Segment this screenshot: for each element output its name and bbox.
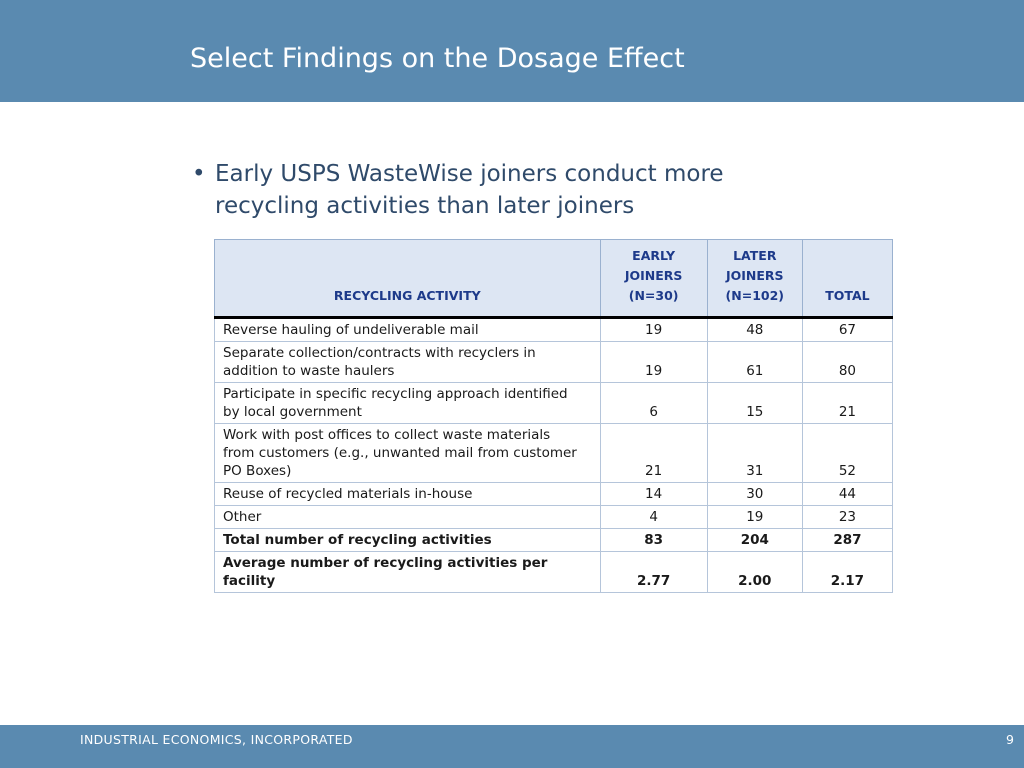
activity-line: from customers (e.g., unwanted mail from… bbox=[223, 445, 577, 461]
footer-bar bbox=[0, 725, 1024, 768]
activity-line: by local government bbox=[223, 404, 362, 420]
cell-early-joiners: 19 bbox=[599, 341, 708, 383]
activity-line: PO Boxes) bbox=[223, 463, 292, 479]
cell-later-joiners: 15 bbox=[706, 382, 803, 424]
cell-activity: Reuse of recycled materials in-house bbox=[214, 482, 601, 506]
table-body: Reverse hauling of undeliverable mail 19 4… bbox=[214, 317, 894, 593]
cell-total: 287 bbox=[801, 528, 894, 552]
cell-total: 52 bbox=[801, 423, 894, 483]
cell-total: 67 bbox=[801, 317, 894, 342]
cell-early-joiners: 2.77 bbox=[599, 551, 708, 593]
table-row: Total number of recycling activities 83 20… bbox=[214, 528, 894, 552]
cell-activity: Separate collection/contracts with recyc… bbox=[214, 341, 601, 383]
header-later-joiners: LATER JOINERS (N=102) bbox=[706, 239, 803, 319]
cell-early-joiners: 83 bbox=[599, 528, 708, 552]
table-row: Work with post offices to collect waste … bbox=[214, 423, 894, 483]
header-line: (N=102) bbox=[725, 288, 785, 303]
activity-line: Total number of recycling activities bbox=[223, 532, 492, 548]
activity-line: Separate collection/contracts with recyc… bbox=[223, 345, 536, 361]
bullet-point: • Early USPS WasteWise joiners conduct m… bbox=[192, 158, 832, 222]
header-bar bbox=[0, 0, 1024, 102]
cell-later-joiners: 48 bbox=[706, 317, 803, 342]
header-recycling-activity: RECYCLING ACTIVITY bbox=[214, 239, 601, 319]
cell-activity: Participate in specific recycling approa… bbox=[214, 382, 601, 424]
activity-line: addition to waste haulers bbox=[223, 363, 395, 379]
bullet-icon: • bbox=[192, 161, 206, 187]
cell-early-joiners: 21 bbox=[599, 423, 708, 483]
cell-early-joiners: 4 bbox=[599, 505, 708, 529]
footer-company: INDUSTRIAL ECONOMICS, INCORPORATED bbox=[80, 732, 353, 747]
cell-later-joiners: 2.00 bbox=[706, 551, 803, 593]
cell-later-joiners: 31 bbox=[706, 423, 803, 483]
activity-line: Average number of recycling activities p… bbox=[223, 555, 548, 589]
cell-early-joiners: 6 bbox=[599, 382, 708, 424]
activity-line: Other bbox=[223, 509, 262, 525]
page-number: 9 bbox=[1006, 732, 1014, 747]
slide-title: Select Findings on the Dosage Effect bbox=[190, 43, 685, 74]
cell-total: 23 bbox=[801, 505, 894, 529]
cell-total: 44 bbox=[801, 482, 894, 506]
activity-line: Reverse hauling of undeliverable mail bbox=[223, 322, 479, 338]
header-total: TOTAL bbox=[801, 239, 894, 319]
recycling-activities-table: RECYCLING ACTIVITY EARLY JOINERS (N=30) … bbox=[214, 239, 894, 593]
table-row: Other 4 19 23 bbox=[214, 505, 894, 529]
cell-activity: Reverse hauling of undeliverable mail bbox=[214, 317, 601, 342]
header-label: TOTAL bbox=[825, 288, 870, 303]
table-row: Participate in specific recycling approa… bbox=[214, 382, 894, 424]
cell-total: 2.17 bbox=[801, 551, 894, 593]
cell-total: 21 bbox=[801, 382, 894, 424]
cell-later-joiners: 30 bbox=[706, 482, 803, 506]
table-header-row: RECYCLING ACTIVITY EARLY JOINERS (N=30) … bbox=[214, 239, 894, 319]
header-label: RECYCLING ACTIVITY bbox=[333, 288, 481, 303]
header-line: LATER bbox=[733, 248, 777, 263]
table-row: Reverse hauling of undeliverable mail 19 4… bbox=[214, 317, 894, 342]
cell-total: 80 bbox=[801, 341, 894, 383]
header-line: JOINERS bbox=[726, 268, 784, 283]
cell-later-joiners: 204 bbox=[706, 528, 803, 552]
cell-activity: Other bbox=[214, 505, 601, 529]
cell-later-joiners: 61 bbox=[706, 341, 803, 383]
activity-line: Work with post offices to collect waste … bbox=[223, 427, 551, 443]
header-early-joiners: EARLY JOINERS (N=30) bbox=[599, 239, 708, 319]
table-row: Reuse of recycled materials in-house 14 30… bbox=[214, 482, 894, 506]
header-line: EARLY bbox=[632, 248, 676, 263]
bullet-text: Early USPS WasteWise joiners conduct mor… bbox=[215, 161, 724, 219]
header-line: JOINERS bbox=[624, 268, 683, 283]
cell-activity: Total number of recycling activities bbox=[214, 528, 601, 552]
cell-activity: Work with post offices to collect waste … bbox=[214, 423, 601, 483]
activity-line: Reuse of recycled materials in-house bbox=[223, 486, 473, 502]
cell-early-joiners: 19 bbox=[599, 317, 708, 342]
cell-early-joiners: 14 bbox=[599, 482, 708, 506]
table-row: Separate collection/contracts with recyc… bbox=[214, 341, 894, 383]
activity-line: Participate in specific recycling approa… bbox=[223, 386, 568, 402]
cell-activity: Average number of recycling activities p… bbox=[214, 551, 601, 593]
cell-later-joiners: 19 bbox=[706, 505, 803, 529]
table-row: Average number of recycling activities p… bbox=[214, 551, 894, 593]
header-line: (N=30) bbox=[628, 288, 679, 303]
